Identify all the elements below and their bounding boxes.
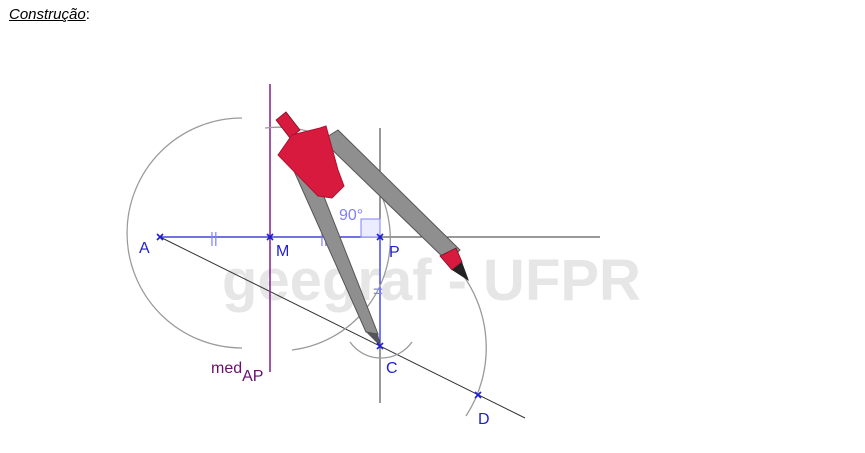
construction-colon: : <box>85 6 90 23</box>
equal-mark-am: || <box>210 230 218 247</box>
compass-handle <box>275 111 301 139</box>
mediatrix-label: medAP <box>211 360 263 385</box>
point-a-marker <box>156 233 164 241</box>
oblique-line-acd <box>159 236 526 419</box>
equal-mark-pc: = <box>373 282 383 301</box>
angle-label: 90° <box>339 207 363 224</box>
arc-left-mediatrix <box>126 117 243 349</box>
compass-head <box>277 125 345 199</box>
point-m-marker <box>266 233 274 241</box>
point-c-marker <box>376 342 384 350</box>
point-a-label: A <box>139 240 150 257</box>
point-p-marker <box>376 233 384 241</box>
arc-at-c <box>349 341 413 359</box>
point-markers <box>156 233 482 399</box>
mediatrix-label-main: med <box>211 360 242 377</box>
mediatrix-label-sub: AP <box>242 368 263 385</box>
point-d-marker <box>474 391 482 399</box>
construction-heading: Construção: <box>9 6 90 23</box>
point-m-label: M <box>276 243 289 260</box>
compass-right-leg <box>321 129 461 263</box>
construction-title: Construção <box>9 6 86 23</box>
compass-icon <box>275 111 469 347</box>
point-d-label: D <box>478 411 490 428</box>
compass-pencil-tip <box>452 262 469 281</box>
point-c-label: C <box>386 360 398 377</box>
point-p-label: P <box>389 244 400 261</box>
right-angle-marker <box>360 218 381 238</box>
